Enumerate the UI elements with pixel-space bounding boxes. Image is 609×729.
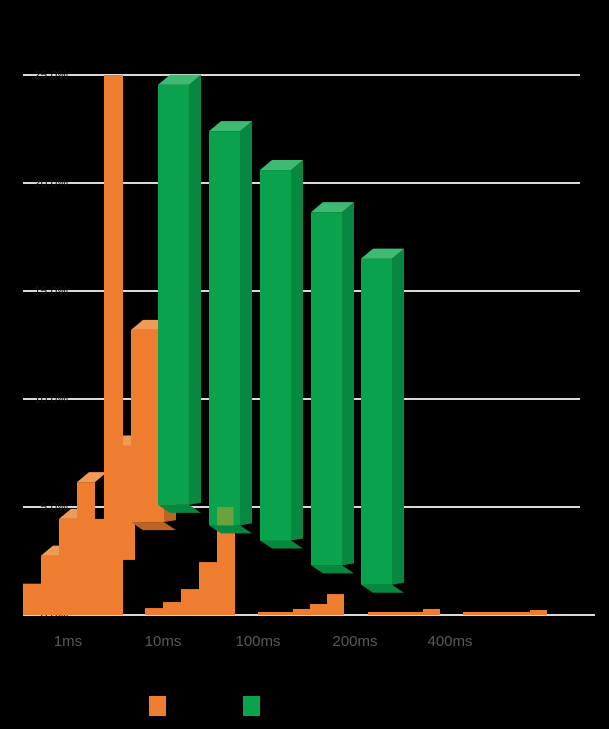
x-tick-label: 100ms: [235, 633, 280, 650]
bar-side-face: [240, 121, 252, 526]
bar-top-face: [311, 202, 354, 213]
bar-front-face: [163, 602, 181, 615]
bar-front-face: [145, 608, 163, 615]
x-tick-label: 10ms: [145, 633, 182, 650]
bar-top-face: [158, 74, 201, 85]
x-axis-labels-group: 1ms 10ms 100ms 200ms 400ms: [54, 633, 473, 650]
y-tick-label: 10.0%: [34, 392, 68, 406]
bar-side-face: [291, 160, 303, 541]
bar-top-face: [260, 160, 303, 171]
bar-side-face: [189, 74, 201, 505]
x-tick-label: 400ms: [427, 633, 472, 650]
bar-front-face: [260, 170, 291, 541]
bar-front-face: [530, 610, 547, 615]
bar-front-face: [77, 482, 95, 615]
legend-group: [149, 696, 260, 716]
bar-front-face: [293, 608, 310, 615]
y-tick-label: 25.0%: [34, 68, 68, 82]
y-tick-label: 20.0%: [34, 176, 68, 190]
bar-front-face: [310, 603, 327, 615]
bar-front-face: [59, 518, 77, 615]
bar-top-face: [209, 121, 252, 132]
bar-front-face: [327, 594, 344, 615]
bar-front-face: [311, 212, 342, 566]
bar-bottom-face: [158, 504, 201, 513]
bar-front-face: [181, 589, 199, 615]
bar-front-face: [361, 258, 392, 585]
bar-top-face: [77, 472, 107, 483]
bar-bottom-face: [311, 565, 354, 574]
bar-front-face: [41, 555, 59, 615]
bar-front-face: [209, 131, 240, 526]
bar-bottom-face: [209, 525, 252, 534]
bar-front-face: [199, 562, 217, 615]
overlap-patch-group: [217, 507, 234, 526]
y-axis-labels-group: 25.0%20.0%15.0%10.0%5.0%0.0%: [34, 68, 68, 622]
x-tick-label: 1ms: [54, 633, 82, 650]
bar-front-face: [463, 611, 530, 615]
bar-front-face: [368, 611, 423, 615]
legend-swatch-orange: [149, 696, 166, 716]
bar-bottom-face: [131, 522, 176, 531]
bar-bottom-face: [260, 540, 303, 549]
bar-top-face: [361, 248, 404, 259]
bar-bottom-face: [361, 584, 404, 593]
bar-front-face: [23, 583, 41, 615]
legend-swatch-green: [243, 696, 260, 716]
series-overlap-patch: [217, 507, 234, 526]
bar-front-face: [258, 611, 293, 615]
y-tick-label: 5.0%: [41, 500, 69, 514]
y-tick-label: 15.0%: [34, 284, 68, 298]
green-series-group: [158, 74, 404, 593]
bar-side-face: [342, 202, 354, 566]
bar-front-face: [104, 75, 123, 615]
orange-series-group: [23, 75, 547, 615]
bar-side-face: [392, 248, 404, 585]
bar-front-face: [158, 84, 189, 505]
bar-front-face: [217, 507, 235, 615]
bar-front-face: [423, 608, 440, 615]
x-tick-label: 200ms: [332, 633, 377, 650]
